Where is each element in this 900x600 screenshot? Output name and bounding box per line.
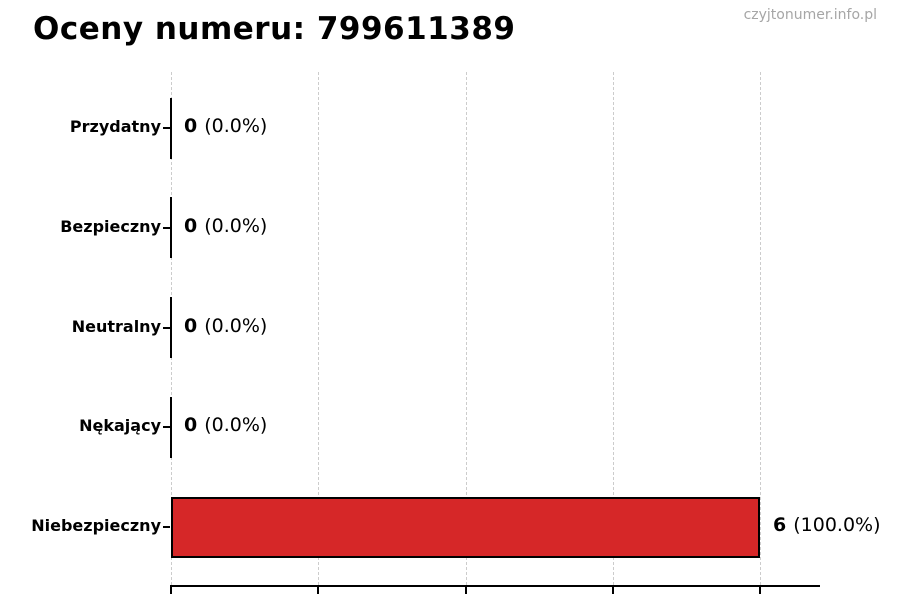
bar-value-count: 0 <box>184 414 198 437</box>
x-gridline <box>612 72 614 585</box>
bar-value <box>171 496 760 558</box>
x-gridline <box>465 72 467 585</box>
bar-zero <box>170 197 172 259</box>
y-axis-tick <box>163 226 170 229</box>
bar-value-percent: (0.0%) <box>204 115 268 137</box>
y-axis-tick <box>163 426 170 429</box>
x-axis-tick <box>611 587 614 594</box>
bar-value-count: 0 <box>184 314 198 337</box>
watermark-text: czyjtonumer.info.pl <box>743 7 877 23</box>
bar-value-label: 0 (0.0%) <box>184 414 267 436</box>
x-axis-line <box>170 585 820 587</box>
bar-value-percent: (100.0%) <box>793 514 881 536</box>
y-axis-tick <box>163 326 170 329</box>
bar-value-label: 6 (100.0%) <box>773 514 881 536</box>
category-label: Niebezpieczny <box>31 516 161 535</box>
x-gridline <box>760 72 761 585</box>
category-label: Nękający <box>79 416 161 436</box>
bar-value-label: 0 (0.0%) <box>184 115 267 137</box>
x-axis-tick <box>170 587 172 594</box>
bar-zero <box>170 297 172 358</box>
x-axis-tick <box>317 587 320 594</box>
bar-value-count: 0 <box>184 115 198 137</box>
bar-value-percent: (0.0%) <box>204 414 268 437</box>
bar-value-count: 0 <box>184 214 198 237</box>
category-label: Przydatny <box>69 117 161 136</box>
category-label: Bezpieczny <box>60 216 161 236</box>
bar-value-label: 0 (0.0%) <box>184 215 267 237</box>
category-label: Neutralny <box>71 316 161 336</box>
bar-value-percent: (0.0%) <box>204 314 268 337</box>
y-axis-tick <box>163 526 170 528</box>
y-axis-tick <box>163 127 170 129</box>
chart-title: Oceny numeru: 799611389 <box>33 11 516 47</box>
x-axis-tick <box>759 587 761 594</box>
x-gridline <box>318 72 320 585</box>
bar-value-count: 6 <box>773 514 787 536</box>
bar-value-label: 0 (0.0%) <box>184 315 267 337</box>
bar-value-percent: (0.0%) <box>204 214 268 237</box>
x-axis-tick <box>464 587 467 594</box>
bar-zero <box>170 97 172 159</box>
bar-zero <box>170 396 172 458</box>
